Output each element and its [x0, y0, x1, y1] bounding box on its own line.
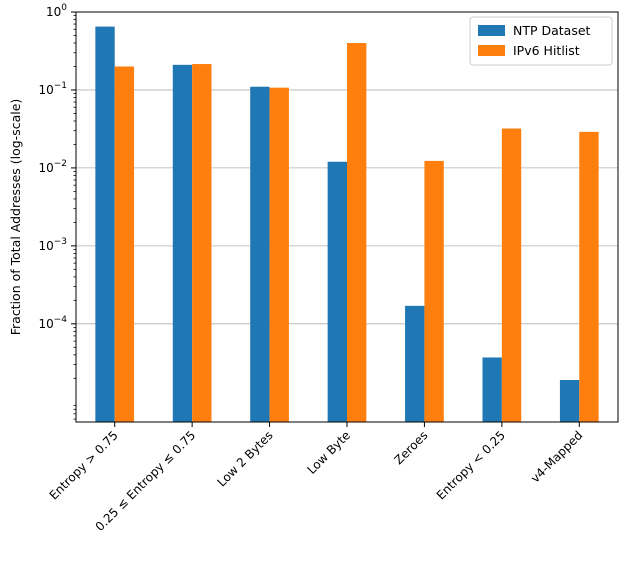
- bar-ntp-dataset: [95, 26, 115, 423]
- y-axis: 100 10−1 10−2 10−3 10−4: [38, 3, 76, 420]
- bar-ipv6-hitlist: [579, 131, 599, 422]
- bar-ipv6-hitlist: [501, 128, 522, 422]
- bar-ntp-dataset: [172, 64, 193, 422]
- bar-ntp-dataset: [250, 86, 270, 422]
- bar-ipv6-hitlist: [424, 160, 444, 422]
- x-tick-label: v4-Mapped: [528, 428, 585, 485]
- x-tick-label: Low 2 Bytes: [214, 428, 275, 489]
- bar-ntp-dataset: [482, 357, 502, 422]
- bars: [95, 26, 599, 423]
- y-tick-label: 10−1: [38, 81, 67, 97]
- x-axis: Entropy > 0.750.25 ≤ Entropy ≤ 0.75 Low 2…: [47, 422, 585, 534]
- bar-ntp-dataset: [405, 305, 425, 422]
- bar-ipv6-hitlist: [192, 64, 212, 423]
- x-tick-label: Entropy > 0.75: [47, 428, 121, 502]
- bar-ntp-dataset: [327, 161, 347, 422]
- legend-swatch: [478, 25, 505, 36]
- y-axis-label: Fraction of Total Addresses (log-scale): [8, 99, 23, 336]
- y-tick-label: 10−2: [38, 159, 67, 175]
- legend-frame: [469, 16, 613, 66]
- x-tick-label: Entropy < 0.25: [434, 428, 508, 502]
- bar-ipv6-hitlist: [347, 43, 367, 423]
- bar-ipv6-hitlist: [269, 87, 289, 422]
- legend: NTP Dataset IPv6 Hitlist: [469, 16, 613, 66]
- y-tick-label: 10−4: [38, 315, 67, 331]
- legend-label: IPv6 Hitlist: [513, 43, 580, 58]
- x-tick-label: Zeroes: [391, 428, 430, 467]
- y-tick-label: 10−3: [38, 237, 67, 253]
- bar-ntp-dataset: [559, 380, 580, 422]
- x-tick-label: Low Byte: [304, 428, 353, 477]
- legend-label: NTP Dataset: [513, 23, 591, 38]
- legend-swatch: [478, 45, 505, 56]
- bar-ipv6-hitlist: [114, 66, 135, 422]
- y-tick-label: 100: [46, 3, 67, 19]
